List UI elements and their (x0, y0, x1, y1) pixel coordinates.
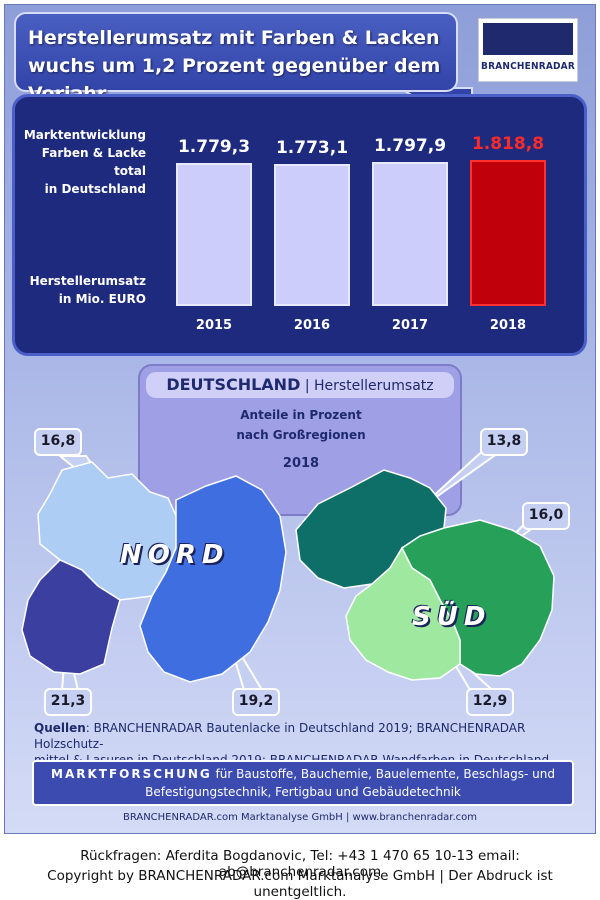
x-tick-label-2017: 2017 (391, 318, 429, 333)
branchenradar-logo: BRANCHENRADAR (478, 18, 578, 82)
marktforschung-box: MARKTFORSCHUNG für Baustoffe, Bauchemie,… (32, 760, 574, 806)
imprint-line: BRANCHENRADAR.com Marktanalyse GmbH | ww… (122, 812, 478, 823)
chart-label-market: Marktentwicklung Farben & Lacke total in… (20, 126, 146, 198)
map-title-country: DEUTSCHLAND (166, 375, 301, 394)
germany-map (21, 445, 555, 702)
sources-line-1: : BRANCHENRADAR Bautenlacke in Deutschla… (34, 721, 526, 751)
bar-2016 (274, 163, 350, 306)
region-label-south: SÜD (412, 602, 492, 632)
share-callout-w: 21,3 (44, 688, 92, 716)
sources-label: Quellen (34, 721, 86, 735)
map-title: DEUTSCHLAND | Herstellerumsatz (146, 372, 454, 398)
chart-label-line: total (114, 164, 146, 178)
map-title-separator: | (304, 378, 310, 394)
map-title-rest: Herstellerumsatz (313, 378, 434, 394)
map-year: 2018 (282, 456, 320, 471)
region-north-east (139, 475, 287, 683)
logo-text: BRANCHENRADAR (481, 61, 575, 72)
region-west (21, 559, 121, 675)
region-label-north: NORD (120, 540, 230, 570)
map-subtitle-1: Anteile in Prozent (240, 408, 362, 422)
bar-value-label-2018: 1.818,8 (471, 134, 545, 154)
chart-label-line: Herstellerumsatz (29, 274, 146, 288)
bar-2015 (176, 163, 252, 306)
map-subtitle-2: nach Großregionen (236, 428, 366, 442)
chart-label-line: Farben & Lacke (41, 146, 146, 160)
share-callout-mitte: 13,8 (480, 428, 528, 456)
footer-contact: Rückfragen: Aferdita Bogdanovic, Tel: +4… (80, 848, 520, 880)
chart-label-line: in Deutschland (44, 182, 146, 196)
share-callout-no: 19,2 (232, 688, 280, 716)
share-callout-bayern: 16,0 (522, 502, 570, 530)
marktforschung-rest: für Baustoffe, Bauchemie, Bauelemente, B… (211, 767, 555, 781)
chart-label-line: Marktentwicklung (23, 128, 146, 142)
share-callout-bw: 12,9 (466, 688, 514, 716)
chart-label-line: in Mio. EURO (58, 292, 146, 306)
region-baden-wuerttemberg (345, 546, 461, 681)
chart-label-unit: Herstellerumsatz in Mio. EURO (20, 272, 146, 308)
x-tick-label-2016: 2016 (293, 318, 331, 333)
x-tick-label-2018: 2018 (489, 318, 527, 333)
bar-value-label-2017: 1.797,9 (373, 135, 447, 156)
bar-2017 (372, 161, 448, 306)
footer-copyright: Copyright by BRANCHENRADAR.com Marktanal… (47, 868, 553, 900)
bar-2018 (470, 160, 546, 306)
marktforschung-bold: MARKTFORSCHUNG (51, 767, 212, 781)
headline: Herstellerumsatz mit Farben & Lacken wuc… (14, 12, 458, 105)
bar-value-label-2016: 1.773,1 (275, 137, 349, 158)
marktforschung-line-2: Befestigungstechnik, Fertigbau und Gebäu… (145, 785, 461, 799)
share-callout-nw: 16,8 (34, 428, 82, 456)
x-tick-label-2015: 2015 (195, 318, 233, 333)
headline-line1: Herstellerumsatz mit Farben & Lacken (28, 27, 440, 49)
bar-value-label-2015: 1.779,3 (177, 137, 251, 158)
